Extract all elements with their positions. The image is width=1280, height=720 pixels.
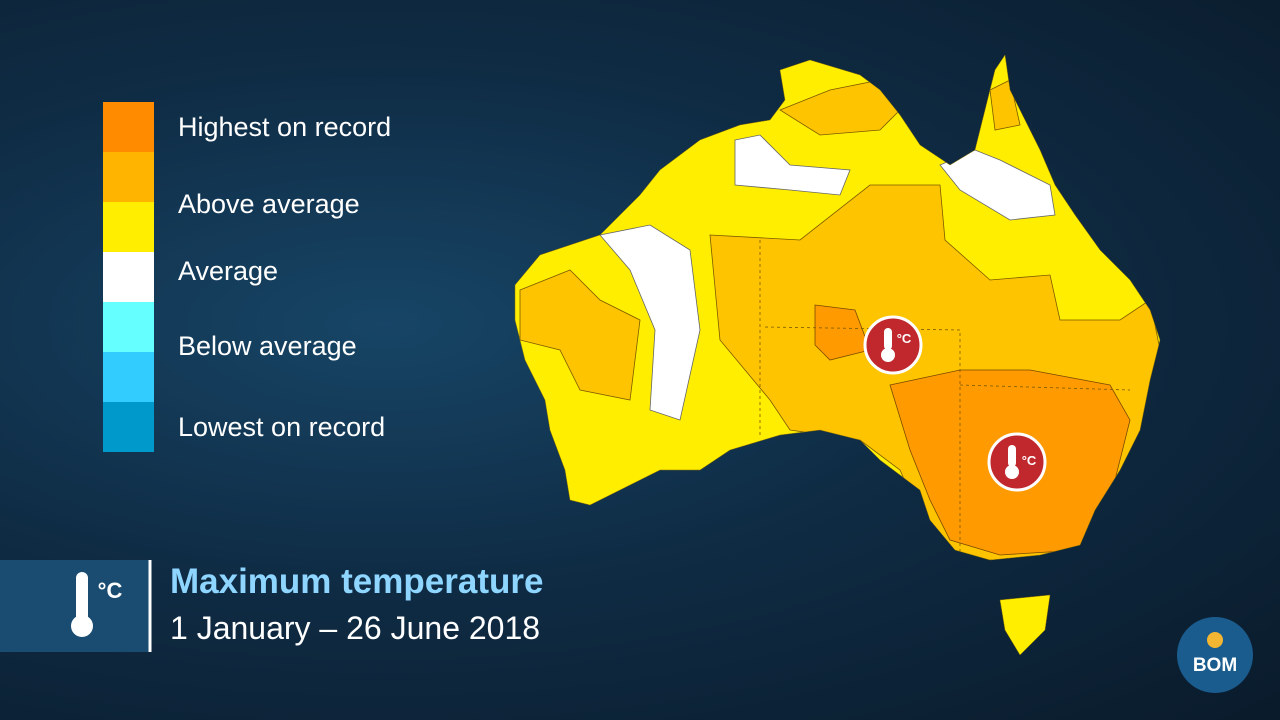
- logo-text: BOM: [1192, 655, 1238, 676]
- legend-swatch: [103, 252, 154, 302]
- legend-label: Lowest on record: [178, 412, 386, 442]
- australia-map: [515, 55, 1160, 655]
- legend-swatch: [103, 152, 154, 202]
- legend-swatch: [103, 102, 154, 152]
- icon-unit: °C: [897, 331, 912, 346]
- legend-label: Above average: [178, 189, 360, 219]
- icon-unit: °C: [1022, 453, 1037, 468]
- legend-label: Average: [178, 256, 279, 286]
- bom-logo: [1177, 617, 1253, 693]
- legend-swatch: [103, 302, 154, 352]
- legend-swatch: [103, 202, 154, 252]
- legend-label: Below average: [178, 331, 357, 361]
- thermometer-icon: °C: [71, 572, 122, 637]
- record-icon: °C: [987, 432, 1047, 492]
- legend-swatch: [103, 352, 154, 402]
- icon-unit: °C: [98, 578, 123, 603]
- legend-swatch: [103, 402, 154, 452]
- legend: [103, 102, 154, 452]
- subtitle: 1 January – 26 June 2018: [170, 610, 541, 646]
- title: Maximum temperature: [170, 562, 544, 601]
- title-badge: [0, 560, 150, 652]
- legend-label: Highest on record: [178, 112, 392, 142]
- record-icon: °C: [863, 315, 923, 375]
